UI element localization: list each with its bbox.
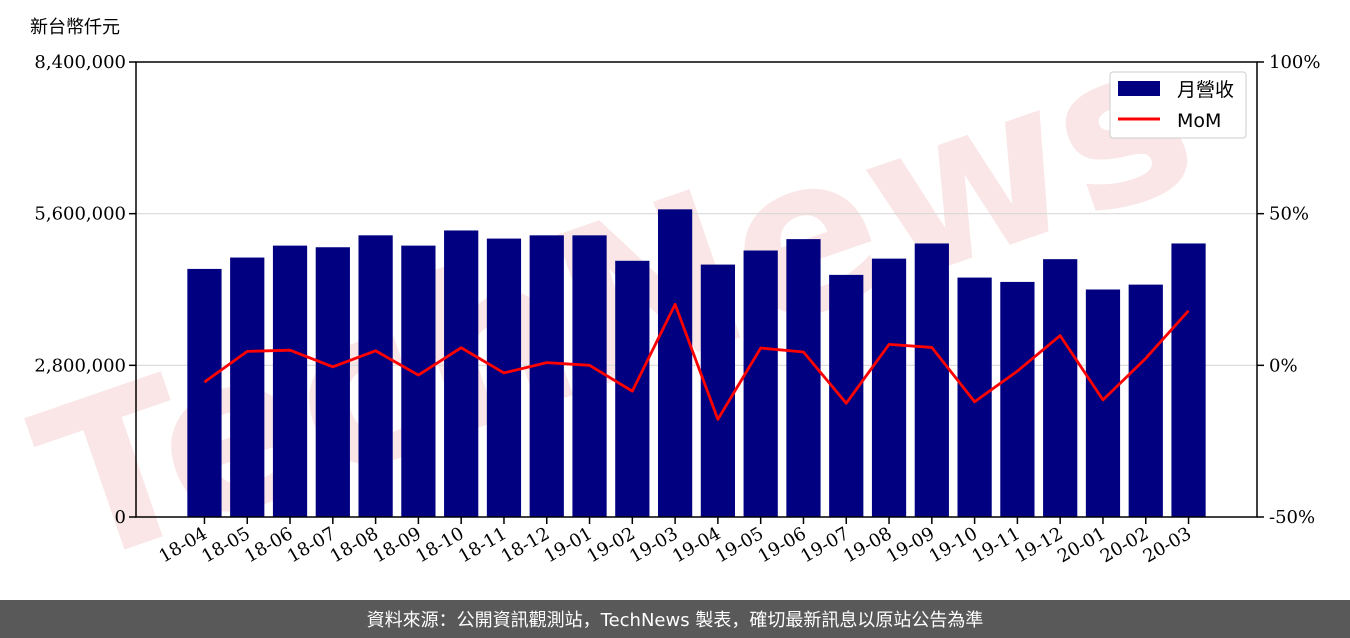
bar-18-05	[230, 257, 265, 517]
x-tick-label-19-06: 19-06	[755, 523, 810, 567]
plot-frame	[135, 61, 1258, 518]
bar-20-01	[1085, 289, 1121, 517]
bar-18-09	[401, 245, 436, 517]
x-tick-label-19-01: 19-01	[541, 523, 596, 567]
x-tick-label-19-04: 19-04	[669, 523, 724, 567]
right-axis: -50% 0% 50% 100%	[1257, 52, 1320, 528]
legend: 月營收 MoM	[1109, 71, 1247, 139]
legend-swatch-revenue	[1118, 81, 1160, 96]
bar-20-02	[1128, 284, 1163, 517]
x-tick-label-19-08: 19-08	[840, 523, 895, 567]
bar-19-08	[871, 258, 907, 517]
bar-18-06	[272, 245, 308, 517]
bar-19-10	[957, 277, 992, 517]
bar-20-03	[1171, 243, 1206, 518]
bar-19-07	[829, 274, 864, 517]
x-tick-label-18-11: 18-11	[455, 523, 510, 567]
left-axis: 0 2,800,000 5,600,000 8,400,000	[34, 52, 136, 528]
bar-18-04	[187, 268, 222, 517]
x-tick-label-18-10: 18-10	[412, 523, 467, 567]
left-tick-label-1: 2,800,000	[34, 355, 126, 376]
mom-line-series	[203, 302, 1190, 421]
footer-source-note: 資料來源：公開資訊觀測站，TechNews 製表，確切最新訊息以原站公告為準	[367, 610, 984, 631]
footer-bar	[0, 600, 1350, 638]
bar-18-10	[444, 230, 479, 518]
x-tick-label-19-09: 19-09	[883, 523, 938, 567]
bar-19-09	[914, 243, 949, 518]
x-tick-label-20-02: 20-02	[1097, 523, 1152, 567]
bar-19-12	[1043, 259, 1078, 517]
right-tick-label-3: 100%	[1269, 52, 1320, 73]
right-tick-label-0: -50%	[1269, 507, 1315, 528]
x-tick-label-19-07: 19-07	[797, 523, 852, 567]
x-tick-label-18-12: 18-12	[498, 523, 553, 567]
bar-19-11	[1000, 281, 1035, 517]
left-tick-label-3: 8,400,000	[34, 52, 126, 73]
left-axis-unit-label: 新台幣仟元	[30, 17, 120, 38]
bar-18-07	[315, 247, 350, 517]
x-tick-label-19-05: 19-05	[712, 523, 767, 567]
right-tick-label-1: 0%	[1269, 355, 1298, 376]
x-tick-label-19-12: 19-12	[1011, 523, 1066, 567]
x-tick-label-18-09: 18-09	[369, 523, 424, 567]
x-tick-label-20-01: 20-01	[1054, 523, 1109, 567]
x-tick-label-20-03: 20-03	[1140, 523, 1195, 567]
right-tick-label-2: 50%	[1269, 204, 1309, 225]
bar-19-06	[786, 239, 821, 517]
legend-label-revenue: 月營收	[1177, 79, 1234, 101]
bar-18-08	[358, 235, 393, 518]
x-tick-label-19-03: 19-03	[626, 523, 681, 567]
bar-19-03	[657, 209, 693, 518]
bar-series	[187, 209, 1206, 518]
x-tick-label-19-10: 19-10	[926, 523, 981, 567]
bar-18-11	[486, 238, 522, 518]
mom-line	[203, 302, 1190, 421]
x-tick-label-19-02: 19-02	[583, 523, 638, 567]
left-tick-label-2: 5,600,000	[34, 204, 126, 225]
bar-19-01	[572, 235, 607, 518]
bar-18-12	[529, 235, 564, 518]
left-tick-label-0: 0	[115, 507, 126, 528]
bar-19-05	[743, 250, 778, 517]
x-tick-label-19-11: 19-11	[968, 523, 1023, 567]
legend-label-mom: MoM	[1177, 110, 1221, 132]
